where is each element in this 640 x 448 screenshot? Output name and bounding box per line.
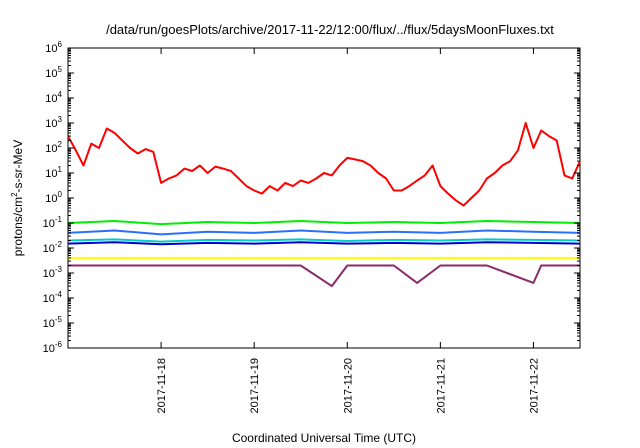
y-tick-label-base: 10 <box>45 43 57 55</box>
series-line <box>67 241 581 246</box>
series-line <box>67 229 581 236</box>
x-tick-label: 2017-11-21 <box>435 358 447 413</box>
y-tick-label: 10-5 <box>43 315 63 330</box>
y-axis-label-sup: 2 <box>10 192 19 197</box>
y-tick-label-exp: 5 <box>58 65 63 74</box>
y-tick-label-base: 10 <box>43 343 55 355</box>
series-group <box>67 122 581 288</box>
y-tick-label: 10-6 <box>43 340 63 355</box>
y-tick-label-exp: 4 <box>58 90 63 99</box>
x-axis-label: Coordinated Universal Time (UTC) <box>232 431 416 445</box>
y-tick-label-exp: -3 <box>55 265 63 274</box>
y-tick-label-exp: -4 <box>55 290 63 299</box>
y-tick-label-base: 10 <box>43 243 55 255</box>
y-tick-label-exp: 0 <box>58 190 63 199</box>
y-axis-ticks: 10-610-510-410-310-210-11001011021031041… <box>43 40 580 355</box>
series-line <box>68 264 580 288</box>
x-tick-label: 2017-11-18 <box>156 358 168 413</box>
y-tick-label-exp: 2 <box>58 140 63 149</box>
y-axis-label: protons/cm2-s-sr-MeV <box>10 140 25 256</box>
y-tick-label-exp: -2 <box>55 240 63 249</box>
y-tick-label-exp: 6 <box>58 40 63 49</box>
y-tick-label-base: 10 <box>43 218 55 230</box>
y-tick-label: 10-2 <box>43 240 63 255</box>
chart-title: /data/run/goesPlots/archive/2017-11-22/1… <box>106 22 554 37</box>
y-tick-label: 105 <box>45 65 62 80</box>
y-tick-label-base: 10 <box>45 93 57 105</box>
y-tick-label: 10-4 <box>43 290 63 305</box>
series-line <box>67 220 581 226</box>
y-tick-label-base: 10 <box>45 168 57 180</box>
y-tick-label-exp: -1 <box>55 215 63 224</box>
y-tick-label-base: 10 <box>45 68 57 80</box>
plot-frame <box>67 47 581 349</box>
y-tick-label: 103 <box>45 115 62 130</box>
series-line <box>67 122 581 207</box>
x-axis-ticks: 2017-11-18 2017-11-19 2017-11-20 2017-11-21… <box>156 48 540 413</box>
x-tick-label: 2017-11-20 <box>342 358 354 413</box>
y-tick-label-exp: -5 <box>55 315 63 324</box>
y-tick-label: 104 <box>45 90 62 105</box>
series-line <box>67 238 581 243</box>
y-tick-label: 10-1 <box>43 215 63 230</box>
y-tick-label-base: 10 <box>45 118 57 130</box>
x-tick-label: 2017-11-19 <box>249 358 261 413</box>
y-tick-label-base: 10 <box>43 318 55 330</box>
y-tick-label-base: 10 <box>45 143 57 155</box>
y-tick-label-base: 10 <box>43 268 55 280</box>
y-tick-label: 102 <box>45 140 62 155</box>
y-axis-label-base: protons/cm <box>11 197 25 256</box>
y-tick-label: 100 <box>45 190 62 205</box>
y-tick-label: 101 <box>45 165 62 180</box>
y-tick-label-base: 10 <box>43 293 55 305</box>
y-tick-label-exp: 1 <box>58 165 63 174</box>
y-tick-label-base: 10 <box>45 193 57 205</box>
y-axis-label-rest: -s-sr-MeV <box>11 140 25 193</box>
y-tick-label-exp: 3 <box>58 115 63 124</box>
plot-area: 10-610-510-410-310-210-11001011021031041… <box>43 40 581 413</box>
y-tick-label-exp: -6 <box>55 340 63 349</box>
y-tick-label: 10-3 <box>43 265 63 280</box>
y-tick-label: 106 <box>45 40 62 55</box>
x-tick-label: 2017-11-22 <box>528 358 540 413</box>
